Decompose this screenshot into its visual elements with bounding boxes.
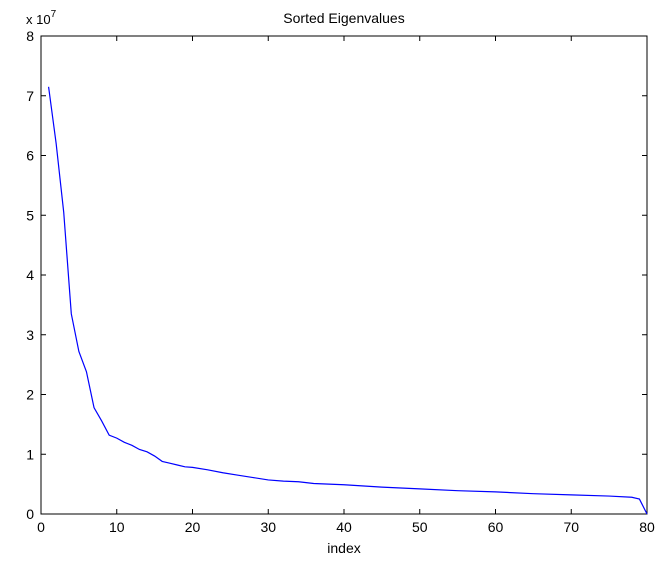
- data-point: [78, 351, 79, 352]
- data-point: [109, 435, 110, 436]
- x-tick-label: 70: [563, 519, 579, 535]
- x-tick-label: 10: [109, 519, 125, 535]
- x-tick-label: 50: [412, 519, 428, 535]
- data-point: [609, 495, 610, 496]
- data-point: [207, 469, 208, 470]
- data-point: [93, 407, 94, 408]
- data-point: [146, 451, 147, 452]
- data-point: [646, 513, 647, 514]
- data-point: [457, 490, 458, 491]
- data-point: [154, 455, 155, 456]
- data-point: [124, 442, 125, 443]
- y-tick-label: 3: [26, 327, 34, 343]
- x-tick-label: 60: [488, 519, 504, 535]
- data-point: [298, 481, 299, 482]
- y-multiplier-exponent: 7: [51, 9, 57, 20]
- data-point: [419, 488, 420, 489]
- x-tick-label: 20: [185, 519, 201, 535]
- data-point: [639, 498, 640, 499]
- x-tick-label: 40: [336, 519, 352, 535]
- data-point: [381, 487, 382, 488]
- data-point: [283, 481, 284, 482]
- data-point: [139, 449, 140, 450]
- data-point: [222, 472, 223, 473]
- y-tick-label: 4: [26, 267, 34, 283]
- data-point: [63, 212, 64, 213]
- data-point: [162, 461, 163, 462]
- data-point: [101, 420, 102, 421]
- data-point: [533, 493, 534, 494]
- x-axis-label: index: [327, 540, 360, 556]
- y-tick-label: 1: [26, 446, 34, 462]
- data-point: [343, 484, 344, 485]
- data-point: [192, 467, 193, 468]
- data-point: [169, 463, 170, 464]
- x-tick-label: 80: [639, 519, 655, 535]
- y-tick-label: 2: [26, 387, 34, 403]
- data-point: [184, 466, 185, 467]
- data-point: [631, 497, 632, 498]
- data-point: [237, 475, 238, 476]
- chart-title: Sorted Eigenvalues: [283, 10, 404, 26]
- plot-area: [41, 36, 647, 514]
- x-tick-label: 30: [260, 519, 276, 535]
- data-point: [313, 483, 314, 484]
- y-tick-label: 5: [26, 207, 34, 223]
- y-tick-label: 6: [26, 148, 34, 164]
- y-tick-label: 7: [26, 88, 34, 104]
- data-point: [495, 491, 496, 492]
- data-point: [177, 464, 178, 465]
- x-tick-label: 0: [37, 519, 45, 535]
- data-point: [253, 477, 254, 478]
- y-tick-label: 8: [26, 28, 34, 44]
- data-point: [86, 371, 87, 372]
- data-point: [48, 86, 49, 87]
- y-multiplier-base: x 10: [26, 12, 51, 27]
- data-point: [116, 438, 117, 439]
- data-point: [71, 313, 72, 314]
- data-point: [268, 479, 269, 480]
- y-tick-label: 0: [26, 506, 34, 522]
- data-point: [131, 445, 132, 446]
- data-point: [571, 494, 572, 495]
- data-point: [56, 143, 57, 144]
